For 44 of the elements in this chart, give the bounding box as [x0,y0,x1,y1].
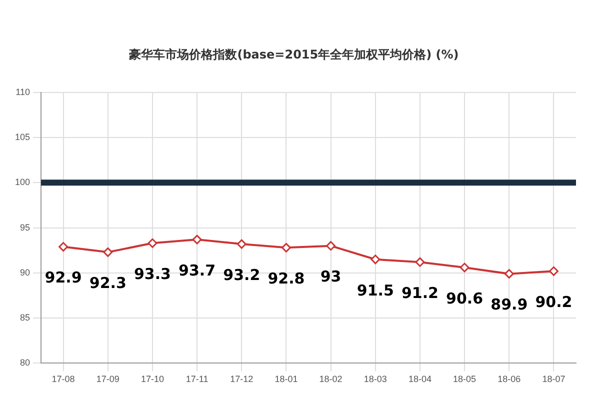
point [148,238,158,248]
point [58,242,68,252]
x-tick-label: 18-03 [364,374,387,384]
data-label: 91.5 [356,281,394,300]
chart-title: 豪华车市场价格指数(base=2015年全年加权平均价格) (%) [128,47,459,62]
data-label: 93.3 [134,265,171,284]
point [504,269,514,279]
y-tick-label: 85 [20,312,30,323]
data-label: 90.6 [446,289,484,308]
data-label: 90.2 [535,293,572,312]
data-label: 93.2 [223,266,260,284]
point [281,242,291,252]
y-tick-label: 90 [20,267,30,278]
point [415,257,425,267]
point [370,254,380,264]
data-label: 92.8 [268,270,305,288]
point [103,247,113,257]
x-tick-label: 18-07 [542,374,566,384]
data-label: 91.2 [401,284,438,302]
x-tick-label: 17-11 [186,374,208,384]
x-tick-label: 17-10 [140,374,164,384]
x-tick-label: 18-02 [319,374,342,384]
data-label: 92.3 [89,274,126,292]
point [548,266,558,276]
data-label: 93.7 [178,261,216,280]
y-tick-label: 100 [14,177,30,188]
y-tick-label: 95 [20,222,30,232]
data-label: 93 [320,268,342,286]
point [236,239,246,249]
x-tick-label: 18-05 [453,374,476,384]
x-tick-label: 17-08 [52,374,75,384]
y-tick-label: 110 [16,86,30,97]
point [326,241,336,251]
x-tick-label: 17-12 [230,374,254,384]
x-tick-label: 18-01 [274,374,298,384]
x-tick-label: 17-09 [96,374,120,384]
point [460,262,470,272]
data-label: 92.9 [44,268,82,287]
x-tick-label: 18-04 [408,374,432,384]
data-label: 89.9 [490,296,528,314]
x-tick-label: 18-06 [498,374,521,384]
y-tick-label: 105 [14,132,30,142]
y-tick-label: 80 [20,358,30,368]
point [192,234,202,244]
